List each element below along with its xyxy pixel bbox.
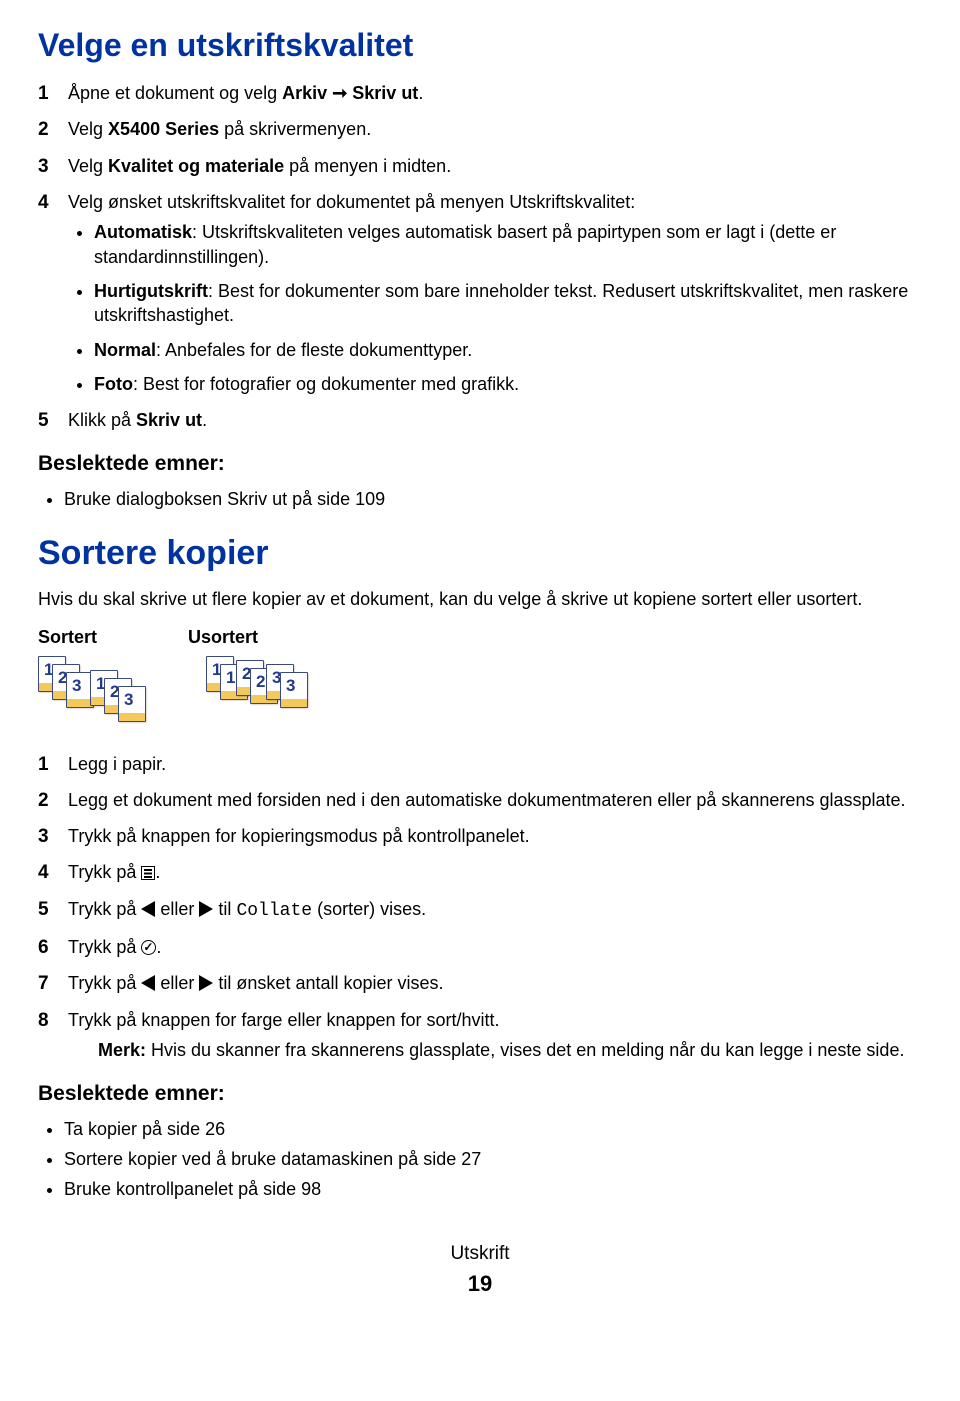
quality-options: Automatisk: Utskriftskvaliteten velges a…	[68, 220, 922, 396]
post: til ønsket antall kopier vises.	[218, 973, 443, 993]
text: Åpne et dokument og velg	[68, 83, 282, 103]
collate-icons: 1 2 3 1 2 3 1 1 2 2 3 3	[38, 656, 922, 728]
text: Trykk på	[68, 862, 136, 882]
note-label: Merk:	[98, 1040, 146, 1060]
step-4: Velg ønsket utskriftskvalitet for dokume…	[38, 190, 922, 396]
text: .	[418, 83, 423, 103]
or: eller	[160, 899, 194, 919]
step-2: Legg et dokument med forsiden ned i den …	[38, 788, 922, 812]
unsorted-icon: 1 1 2 2 3 3	[206, 656, 326, 728]
b: Skriv ut	[136, 410, 202, 430]
d: 1	[226, 669, 235, 686]
step-5: Klikk på Skriv ut.	[38, 408, 922, 432]
text: Trykk på	[68, 899, 136, 919]
collate-labels: Sortert Usortert	[38, 625, 922, 649]
menu-icon	[141, 866, 155, 880]
step-8: Trykk på knappen for farge eller knappen…	[38, 1008, 922, 1063]
related-heading-1: Beslektede emner:	[38, 450, 922, 478]
text: Klikk på	[68, 410, 136, 430]
desc: : Best for fotografier og dokumenter med…	[133, 374, 519, 394]
page-footer: Utskrift 19	[38, 1241, 922, 1298]
b: X5400 Series	[108, 119, 219, 139]
right-arrow-icon	[199, 975, 213, 991]
step-7: Trykk på eller til ønsket antall kopier …	[38, 971, 922, 995]
desc: : Utskriftskvaliteten velges automatisk …	[94, 222, 836, 266]
related-item: Bruke kontrollpanelet på side 98	[64, 1177, 922, 1201]
label: Normal	[94, 340, 156, 360]
opt-hurtig: Hurtigutskrift: Best for dokumenter som …	[94, 279, 922, 328]
note: Merk: Hvis du skanner fra skannerens gla…	[98, 1038, 922, 1062]
step-4: Trykk på .	[38, 860, 922, 884]
label: Hurtigutskrift	[94, 281, 208, 301]
footer-category: Utskrift	[38, 1241, 922, 1267]
step-1: Legg i papir.	[38, 752, 922, 776]
text: Velg	[68, 119, 108, 139]
opt-foto: Foto: Best for fotografier og dokumenter…	[94, 372, 922, 396]
d: 3	[124, 691, 133, 708]
collate-word: Collate	[236, 901, 312, 921]
label-sorted: Sortert	[38, 625, 128, 649]
related-heading-2: Beslektede emner:	[38, 1080, 922, 1108]
text: på menyen i midten.	[284, 156, 451, 176]
right-arrow-icon	[199, 901, 213, 917]
related-list-2: Ta kopier på side 26 Sortere kopier ved …	[38, 1117, 922, 1202]
check-icon	[141, 940, 156, 955]
left-arrow-icon	[141, 975, 155, 991]
label: Foto	[94, 374, 133, 394]
label-unsorted: Usortert	[188, 625, 258, 649]
text: Velg	[68, 156, 108, 176]
text: Trykk på	[68, 937, 136, 957]
text: på skrivermenyen.	[219, 119, 371, 139]
d: 3	[286, 677, 295, 694]
desc: : Best for dokumenter som bare inneholde…	[94, 281, 908, 325]
step-3: Trykk på knappen for kopieringsmodus på …	[38, 824, 922, 848]
text: Trykk på knappen for farge eller knappen…	[68, 1010, 500, 1030]
d: 3	[72, 677, 81, 694]
label: Automatisk	[94, 222, 192, 242]
step-5: Trykk på eller til Collate (sorter) vise…	[38, 897, 922, 923]
opt-normal: Normal: Anbefales for de fleste dokument…	[94, 338, 922, 362]
til: til	[218, 899, 231, 919]
related-item: Bruke dialogboksen Skriv ut på side 109	[64, 487, 922, 511]
steps-print-quality: Åpne et dokument og velg Arkiv ➞ Skriv u…	[38, 81, 922, 432]
intro-text: Hvis du skal skrive ut flere kopier av e…	[38, 587, 922, 611]
sorted-icon: 1 2 3 1 2 3	[38, 656, 158, 728]
opt-automatisk: Automatisk: Utskriftskvaliteten velges a…	[94, 220, 922, 269]
b: Kvalitet og materiale	[108, 156, 284, 176]
text: Trykk på	[68, 973, 136, 993]
heading-print-quality: Velge en utskriftskvalitet	[38, 24, 922, 67]
step-6: Trykk på .	[38, 935, 922, 959]
or: eller	[160, 973, 194, 993]
related-list-1: Bruke dialogboksen Skriv ut på side 109	[38, 487, 922, 511]
d: 2	[256, 673, 265, 690]
heading-sort-copies: Sortere kopier	[38, 531, 922, 577]
b: Arkiv	[282, 83, 327, 103]
steps-sort-copies: Legg i papir. Legg et dokument med forsi…	[38, 752, 922, 1063]
arrow-icon: ➞	[327, 83, 352, 103]
step-2: Velg X5400 Series på skrivermenyen.	[38, 117, 922, 141]
step-3: Velg Kvalitet og materiale på menyen i m…	[38, 154, 922, 178]
desc: : Anbefales for de fleste dokumenttyper.	[156, 340, 472, 360]
step-1: Åpne et dokument og velg Arkiv ➞ Skriv u…	[38, 81, 922, 105]
related-item: Sortere kopier ved å bruke datamaskinen …	[64, 1147, 922, 1171]
footer-page-number: 19	[38, 1269, 922, 1299]
post: (sorter) vises.	[317, 899, 426, 919]
b: Skriv ut	[352, 83, 418, 103]
text: .	[202, 410, 207, 430]
related-item: Ta kopier på side 26	[64, 1117, 922, 1141]
text: Velg ønsket utskriftskvalitet for dokume…	[68, 192, 635, 212]
left-arrow-icon	[141, 901, 155, 917]
note-text: Hvis du skanner fra skannerens glassplat…	[146, 1040, 904, 1060]
